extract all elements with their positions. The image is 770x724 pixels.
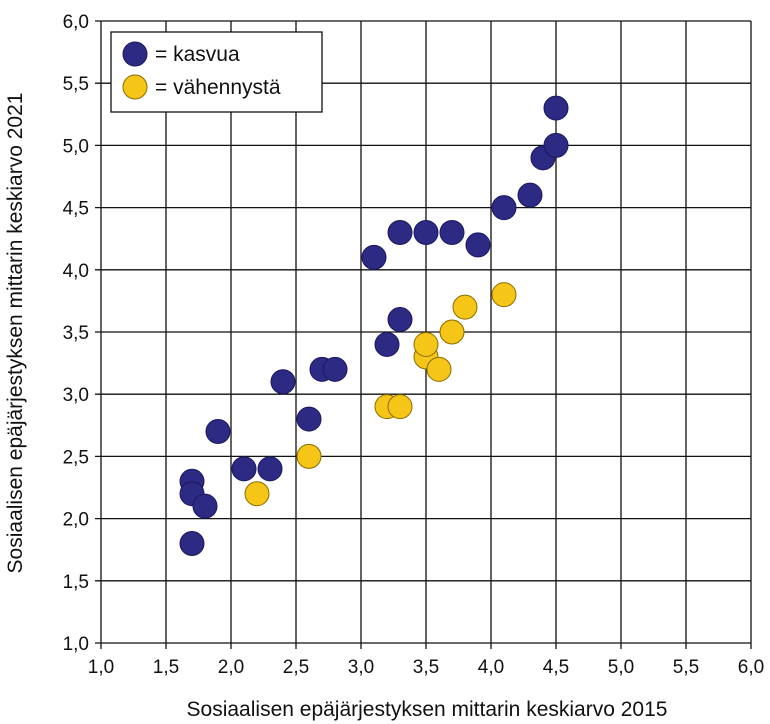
x-tick-label: 3,0 xyxy=(348,657,374,678)
legend-label-kasvua: = kasvua xyxy=(155,43,240,66)
point-kasvua xyxy=(387,219,413,245)
point-kasvua xyxy=(270,369,296,395)
point-kasvua xyxy=(465,232,491,258)
point-kasvua xyxy=(361,244,387,270)
y-tick-label: 1,5 xyxy=(63,572,89,593)
point-kasvua xyxy=(205,419,231,445)
point-kasvua xyxy=(179,530,205,556)
point-vahennysta xyxy=(439,319,465,345)
y-tick-label: 3,5 xyxy=(63,323,89,344)
y-tick-label: 1,0 xyxy=(63,634,89,655)
point-kasvua xyxy=(413,219,439,245)
x-tick-label: 1,0 xyxy=(88,657,114,678)
grid xyxy=(95,20,752,649)
x-tick-label: 5,5 xyxy=(673,657,699,678)
legend-marker-kasvua xyxy=(122,41,148,67)
x-tick-label: 6,0 xyxy=(738,657,764,678)
point-vahennysta xyxy=(426,356,452,382)
point-vahennysta xyxy=(413,331,439,357)
point-kasvua xyxy=(491,195,517,221)
point-kasvua xyxy=(439,219,465,245)
x-tick-label: 5,0 xyxy=(608,657,634,678)
legend-label-vahennysta: = vähennystä xyxy=(155,76,281,99)
y-tick-label: 4,5 xyxy=(63,199,89,220)
point-kasvua xyxy=(517,182,543,208)
point-kasvua xyxy=(387,307,413,333)
point-vahennysta xyxy=(244,481,270,507)
point-kasvua xyxy=(543,95,569,121)
x-tick-label: 1,5 xyxy=(153,657,179,678)
point-kasvua xyxy=(257,456,283,482)
legend-box xyxy=(110,31,323,113)
y-tick-label: 2,0 xyxy=(63,510,89,531)
y-axis-title: Sosiaalisen epäjärjestyksen mittarin kes… xyxy=(4,93,27,574)
y-tick-label: 5,5 xyxy=(63,74,89,95)
point-kasvua xyxy=(374,331,400,357)
data-points xyxy=(179,95,569,556)
point-kasvua xyxy=(296,406,322,432)
point-vahennysta xyxy=(452,294,478,320)
y-tick-label: 2,5 xyxy=(63,447,89,468)
y-tick-label: 3,0 xyxy=(63,385,89,406)
y-tick-label: 6,0 xyxy=(63,12,89,33)
x-tick-label: 2,5 xyxy=(283,657,309,678)
point-kasvua xyxy=(543,132,569,158)
y-tick-label: 5,0 xyxy=(63,136,89,157)
x-tick-label: 2,0 xyxy=(218,657,244,678)
x-tick-label: 4,5 xyxy=(543,657,569,678)
x-tick-label: 4,0 xyxy=(478,657,504,678)
legend: = kasvua = vähennystä xyxy=(110,31,323,113)
y-tick-label: 4,0 xyxy=(63,261,89,282)
x-tick-label: 3,5 xyxy=(413,657,439,678)
point-kasvua xyxy=(192,493,218,519)
point-vahennysta xyxy=(387,394,413,420)
point-vahennysta xyxy=(296,443,322,469)
tick-labels: 1,0 1,5 2,0 2,5 3,0 3,5 4,0 4,5 5,0 5,5 6,0 1,0 1,5 2… xyxy=(63,12,765,678)
point-kasvua xyxy=(322,356,348,382)
x-axis-title: Sosiaalisen epäjärjestyksen mittarin kes… xyxy=(187,698,668,721)
point-kasvua xyxy=(231,456,257,482)
legend-marker-vahennysta xyxy=(122,74,148,100)
point-vahennysta xyxy=(491,282,517,308)
